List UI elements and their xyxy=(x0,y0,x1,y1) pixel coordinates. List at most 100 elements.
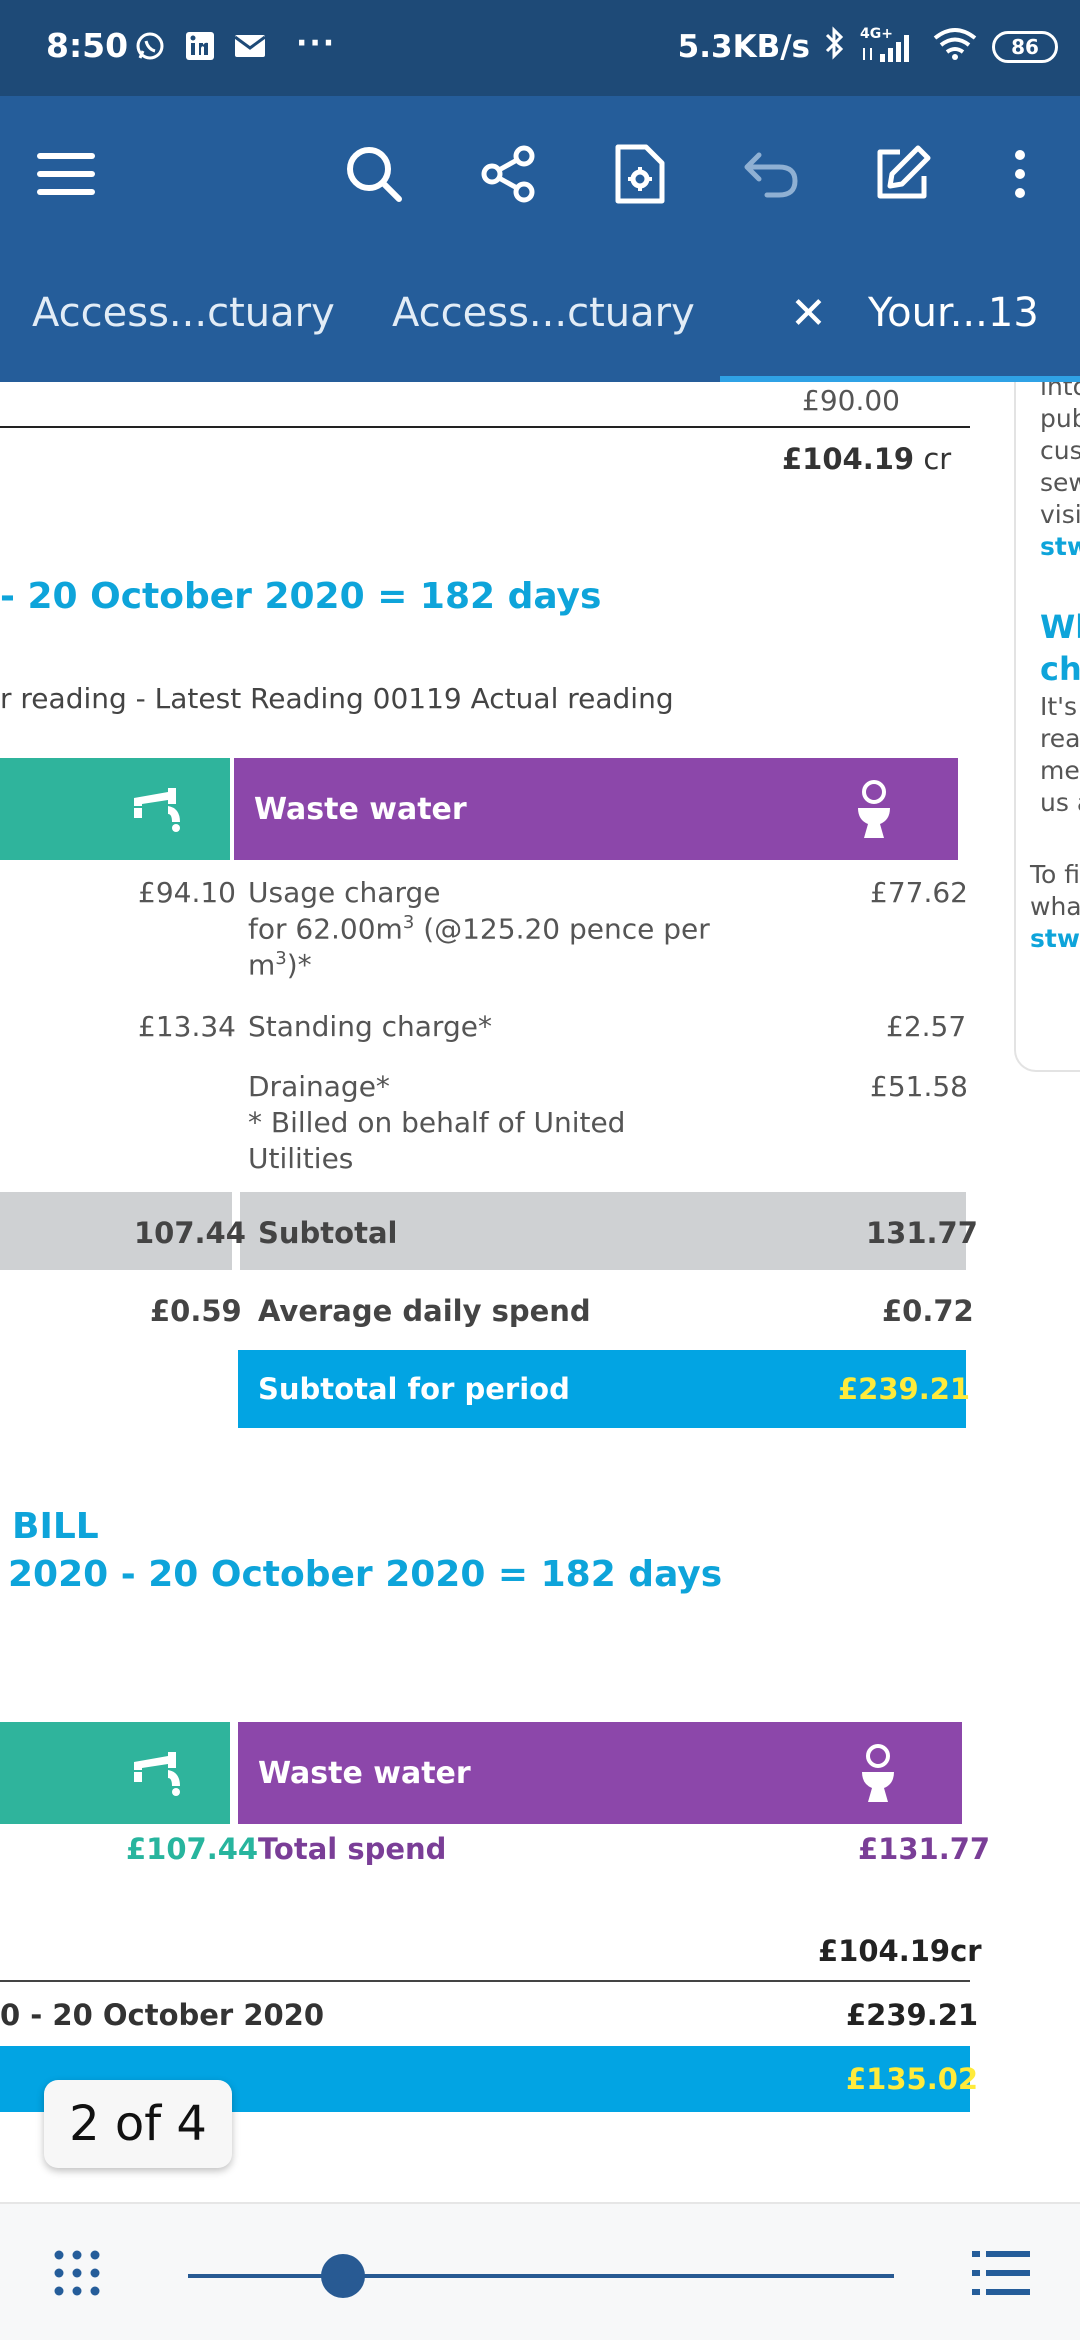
network-speed: 5.3KB/s xyxy=(677,29,810,65)
usage-volume-text: for 62.00m xyxy=(248,912,403,946)
divider xyxy=(0,426,970,428)
total-spend-label: Total spend xyxy=(258,1832,447,1866)
side-text-4: us a xyxy=(1040,788,1080,817)
usage-unit-sup: 3 xyxy=(275,948,287,969)
drainage-note-1: * Billed on behalf of United xyxy=(248,1106,626,1139)
toilet-icon xyxy=(854,780,894,840)
usage-unit-text: m xyxy=(248,948,276,982)
balance-suffix: cr xyxy=(923,442,952,476)
amount-due-value: £135.02 xyxy=(846,2062,979,2096)
share-icon[interactable] xyxy=(472,138,544,210)
reading-line: r reading - Latest Reading 00119 Actual … xyxy=(0,682,674,715)
subtotal-label: Subtotal xyxy=(258,1216,398,1250)
bill-period-heading: 2020 - 20 October 2020 = 182 days xyxy=(8,1554,723,1595)
balance-amount: £104.19 xyxy=(782,442,915,476)
balance-value: £104.19 cr xyxy=(782,442,951,476)
usage-unit: m3)* xyxy=(248,948,312,981)
more-options-icon[interactable] xyxy=(984,138,1056,210)
waste-water-header xyxy=(234,758,958,860)
usage-rate-text: (@125.20 pence per xyxy=(414,912,710,946)
total-waste-spend: £131.77 xyxy=(858,1832,991,1866)
usage-label: Usage charge xyxy=(248,876,441,909)
side-info-card xyxy=(1014,382,1080,1072)
page-slider-thumb[interactable] xyxy=(321,2254,366,2298)
side-text-6: what xyxy=(1030,892,1080,921)
summary-divider xyxy=(0,1980,970,1982)
active-tab-indicator xyxy=(720,376,1080,382)
tab-document-1[interactable]: Access...ctuary xyxy=(32,290,335,336)
total-clean-spend: £107.44 xyxy=(126,1832,259,1866)
usage-volume-sup: 3 xyxy=(402,912,415,933)
mail-icon xyxy=(232,28,268,64)
waste-water-label: Waste water xyxy=(254,792,467,827)
undo-icon[interactable] xyxy=(736,138,808,210)
period-line-label: 0 - 20 October 2020 xyxy=(0,1998,325,2032)
period-subtotal-value: £239.21 xyxy=(838,1372,971,1406)
standing-clean-value: £13.34 xyxy=(138,1010,236,1043)
side-text-5: To fi xyxy=(1030,860,1080,889)
side-line-2: pub xyxy=(1040,404,1080,433)
signal-icon: 4G+ xyxy=(860,26,918,64)
drainage-label: Drainage* xyxy=(248,1070,390,1103)
bill-heading: BILL xyxy=(12,1506,99,1547)
clean-water-header-2 xyxy=(0,1722,230,1824)
outline-list-icon[interactable] xyxy=(972,2248,1030,2302)
page-slider-track[interactable] xyxy=(188,2274,894,2278)
grid-view-icon[interactable] xyxy=(52,2248,102,2302)
app-toolbar xyxy=(0,96,1080,256)
battery-icon: 86 xyxy=(992,31,1058,63)
avg-waste-value: £0.72 xyxy=(882,1294,974,1328)
period-subtotal-label: Subtotal for period xyxy=(258,1372,570,1406)
linkedin-icon xyxy=(182,28,218,64)
side-heading-1: Wh xyxy=(1040,608,1080,646)
toilet-icon xyxy=(858,1744,898,1804)
network-type: 4G+ xyxy=(860,26,893,42)
document-page[interactable]: into pub cus sew visi stw Wh cha It's re… xyxy=(0,382,1080,2202)
search-icon[interactable] xyxy=(338,138,410,210)
subtotal-clean-cell xyxy=(0,1192,232,1270)
subtotal-clean-value: 107.44 xyxy=(134,1216,246,1250)
tab-document-3[interactable]: Your...13 xyxy=(868,290,1039,336)
period-line-value: £239.21 xyxy=(846,1998,979,2032)
period-subtotal-bar xyxy=(238,1350,966,1428)
side-link-2[interactable]: stwa xyxy=(1030,924,1080,953)
usage-waste-value: £77.62 xyxy=(870,876,968,909)
side-line-1: into xyxy=(1040,382,1080,401)
bluetooth-icon xyxy=(824,26,846,68)
menu-icon[interactable] xyxy=(30,138,102,210)
period-heading: - 20 October 2020 = 182 days xyxy=(0,576,602,617)
document-settings-icon[interactable] xyxy=(604,138,676,210)
previous-payment-value: £90.00 xyxy=(802,384,900,417)
status-right: 5.3KB/s 4G+ 86 xyxy=(678,26,1058,68)
side-link[interactable]: stw xyxy=(1040,532,1080,561)
side-text-2: rea xyxy=(1040,724,1080,753)
side-line-5: visi xyxy=(1040,500,1080,529)
tab-document-2[interactable]: Access...ctuary xyxy=(392,290,695,336)
status-time: 8:50 xyxy=(46,26,129,65)
drainage-value: £51.58 xyxy=(870,1070,968,1103)
document-tabs: Access...ctuary Access...ctuary ✕ Your..… xyxy=(0,256,1080,382)
subtotal-waste-cell xyxy=(240,1192,966,1270)
bottom-navigation-bar xyxy=(0,2202,1080,2340)
notification-icons xyxy=(132,28,268,64)
more-notifications-icon: ··· xyxy=(296,26,337,61)
side-line-4: sew xyxy=(1040,468,1080,497)
brought-forward-value: £104.19cr xyxy=(818,1934,982,1968)
page-indicator: 2 of 4 xyxy=(44,2080,232,2168)
tap-icon xyxy=(128,1748,188,1798)
clean-water-header xyxy=(0,758,230,860)
avg-label: Average daily spend xyxy=(258,1294,591,1328)
wifi-icon xyxy=(932,26,978,68)
usage-clean-value: £94.10 xyxy=(138,876,236,909)
side-text-3: met xyxy=(1040,756,1080,785)
standing-label: Standing charge* xyxy=(248,1010,492,1043)
avg-clean-value: £0.59 xyxy=(150,1294,242,1328)
whatsapp-icon xyxy=(132,28,168,64)
tap-icon xyxy=(128,784,188,834)
waste-water-header-2 xyxy=(238,1722,962,1824)
side-line-3: cus xyxy=(1040,436,1080,465)
close-tab-icon[interactable]: ✕ xyxy=(790,288,827,339)
subtotal-waste-value: 131.77 xyxy=(866,1216,978,1250)
status-bar: 8:50 ··· 5.3KB/s 4G+ 86 xyxy=(0,0,1080,96)
edit-icon[interactable] xyxy=(866,138,938,210)
